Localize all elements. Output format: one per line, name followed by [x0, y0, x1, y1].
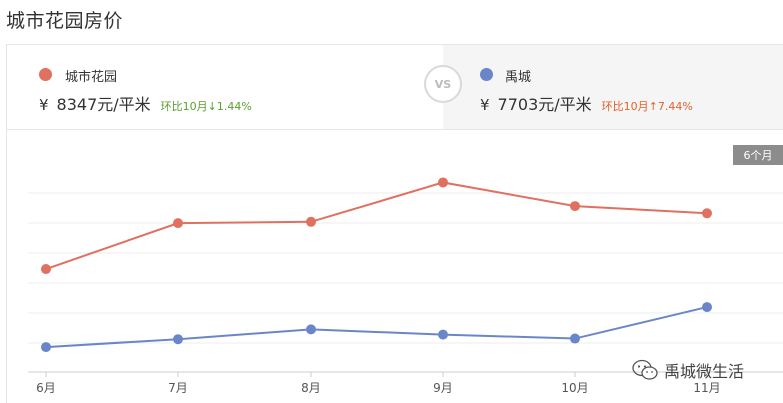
compare-right-price-line: ¥ 7703元/平米 环比10月↑7.44%	[480, 91, 693, 115]
comparison-panel: 城市花园 ¥ 8347元/平米 环比10月↓1.44% 禹城 ¥ 7703元/平…	[6, 44, 783, 130]
compare-left-name: 城市花园	[65, 70, 118, 85]
vs-badge: VS	[424, 65, 462, 103]
series-line-1	[45, 181, 708, 270]
compare-left-card: 城市花园 ¥ 8347元/平米 环比10月↓1.44%	[7, 45, 443, 129]
x-tick-label: 6月	[36, 381, 56, 395]
x-tick-label: 8月	[301, 381, 321, 395]
data-point[interactable]	[702, 302, 712, 313]
currency-symbol: ¥	[480, 96, 490, 114]
chart-frame	[6, 130, 783, 403]
compare-right-change: 环比10月↑7.44%	[601, 100, 693, 113]
watermark: 禹城微生活	[632, 358, 744, 382]
time-range-button[interactable]: 6个月	[733, 145, 783, 165]
compare-right-name: 禹城	[505, 70, 532, 85]
data-point[interactable]	[41, 264, 51, 275]
data-point[interactable]	[306, 216, 316, 227]
compare-left-change: 环比10月↓1.44%	[160, 100, 252, 113]
x-tick-label: 9月	[433, 381, 453, 395]
data-point[interactable]	[306, 324, 316, 335]
compare-right-card: 禹城 ¥ 7703元/平米 环比10月↑7.44%	[443, 45, 783, 129]
x-tick-label: 10月	[561, 381, 588, 395]
data-point[interactable]	[570, 201, 580, 212]
watermark-text: 禹城微生活	[664, 362, 745, 381]
compare-right-price: 7703元/平米	[497, 95, 592, 114]
series-color-dot	[39, 68, 52, 81]
compare-left-price-line: ¥ 8347元/平米 环比10月↓1.44%	[39, 91, 252, 115]
x-tick-label: 11月	[693, 381, 720, 395]
series-line-2	[45, 306, 708, 349]
currency-symbol: ¥	[39, 96, 49, 114]
data-point[interactable]	[41, 342, 51, 353]
data-point[interactable]	[702, 208, 712, 219]
data-point[interactable]	[438, 177, 448, 188]
series-color-dot	[480, 68, 493, 81]
data-point[interactable]	[570, 333, 580, 344]
data-point[interactable]	[173, 334, 183, 345]
data-point[interactable]	[438, 329, 448, 340]
wechat-icon	[632, 359, 658, 380]
x-tick-label: 7月	[168, 381, 188, 395]
page-title: 城市花园房价	[6, 10, 124, 32]
data-point[interactable]	[173, 218, 183, 229]
compare-left-price: 8347元/平米	[56, 95, 151, 114]
